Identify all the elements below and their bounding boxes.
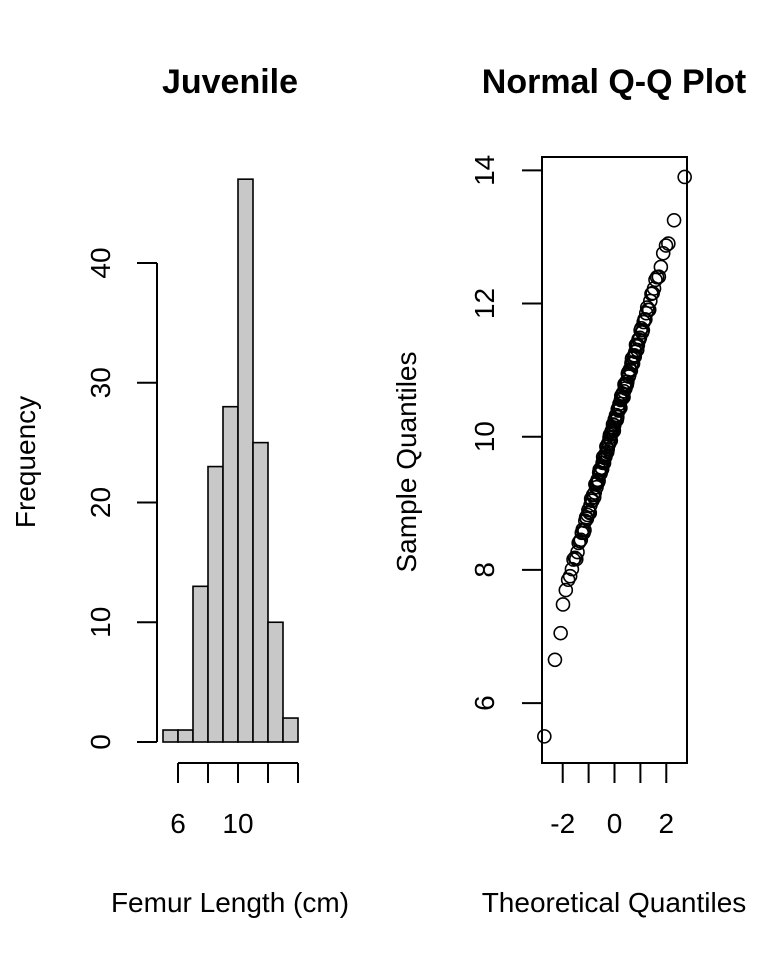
qq-point bbox=[555, 597, 571, 612]
histogram-bar bbox=[267, 621, 284, 743]
histogram-y-axis-label: Frequency bbox=[10, 396, 41, 528]
qq-point bbox=[677, 169, 692, 185]
qq-point bbox=[564, 561, 580, 577]
qq-point bbox=[547, 652, 563, 668]
histogram-x-axis-label: Femur Length (cm) bbox=[111, 887, 349, 918]
histogram-bar bbox=[282, 717, 299, 743]
histogram-bar bbox=[162, 729, 179, 743]
qq-plot-y-tick-label: 14 bbox=[469, 155, 500, 186]
qq-plot-x-axis: -2 0 2 bbox=[550, 762, 674, 839]
qq-point bbox=[600, 441, 616, 457]
qq-point bbox=[661, 236, 676, 251]
qq-plot-y-axis: 6 8 10 12 14 bbox=[469, 155, 542, 711]
histogram-bar bbox=[222, 405, 239, 743]
qq-plot-y-tick-label: 12 bbox=[469, 288, 500, 319]
histogram-y-tick-label: 20 bbox=[85, 487, 116, 518]
histogram-y-tick-label: 40 bbox=[85, 247, 116, 278]
histogram-bar bbox=[237, 178, 254, 743]
qq-plot-x-tick-label: -2 bbox=[550, 808, 575, 839]
qq-point bbox=[635, 322, 651, 338]
qq-point bbox=[648, 272, 663, 288]
histogram-panel: Juvenile Femur Length (cm) Frequency 6 10… bbox=[10, 63, 349, 918]
qq-point bbox=[573, 532, 589, 548]
histogram-bar bbox=[177, 729, 194, 743]
qq-point bbox=[606, 423, 622, 439]
qq-plot-y-tick-label: 6 bbox=[469, 695, 500, 711]
qq-point bbox=[651, 269, 667, 285]
qq-point bbox=[613, 400, 628, 416]
qq-plot-title: Normal Q-Q Plot bbox=[482, 63, 746, 101]
histogram-bar bbox=[207, 465, 224, 743]
histogram-x-axis: 6 10 bbox=[170, 762, 299, 839]
qq-point bbox=[537, 729, 552, 744]
qq-point bbox=[658, 238, 674, 253]
histogram-x-tick-label: 10 bbox=[222, 808, 253, 839]
qq-point bbox=[558, 582, 574, 598]
histogram-bars bbox=[162, 178, 299, 743]
qq-point bbox=[562, 568, 578, 584]
histogram-y-tick-label: 0 bbox=[85, 734, 116, 750]
qq-point bbox=[596, 455, 612, 471]
qq-point bbox=[568, 551, 584, 567]
qq-point bbox=[553, 625, 568, 641]
histogram-y-tick-label: 10 bbox=[85, 607, 116, 638]
qq-plot-panel: Normal Q-Q Plot Theoretical Quantiles Sa… bbox=[391, 63, 746, 918]
qq-plot-y-tick-label: 8 bbox=[469, 562, 500, 578]
histogram-title: Juvenile bbox=[162, 63, 298, 101]
qq-plot-y-tick-label: 10 bbox=[469, 421, 500, 452]
histogram-bar bbox=[252, 441, 269, 743]
qq-point bbox=[630, 337, 646, 353]
histogram-y-tick-label: 30 bbox=[85, 367, 116, 398]
qq-point bbox=[641, 302, 657, 318]
qq-point bbox=[666, 212, 682, 228]
qq-plot-y-axis-label: Sample Quantiles bbox=[391, 351, 422, 572]
qq-point bbox=[653, 259, 669, 275]
qq-plot-points bbox=[537, 169, 692, 744]
histogram-y-axis: 0 10 20 30 40 bbox=[85, 247, 158, 750]
histogram-bar bbox=[192, 585, 209, 743]
qq-plot-x-axis-label: Theoretical Quantiles bbox=[482, 887, 747, 918]
qq-point bbox=[638, 312, 653, 327]
histogram-x-tick-label: 6 bbox=[170, 808, 186, 839]
qq-plot-x-tick-label: 2 bbox=[658, 808, 674, 839]
qq-plot-x-tick-label: 0 bbox=[607, 808, 623, 839]
